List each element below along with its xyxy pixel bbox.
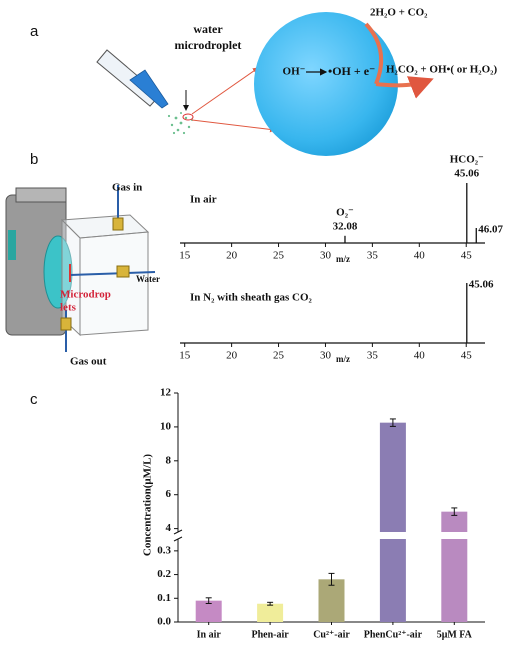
x-tick-label: 25 (273, 250, 285, 262)
curved-arrow (364, 22, 384, 85)
x-tick-label: 20 (226, 250, 238, 262)
x-tick-label: PhenCu²⁺-air (364, 629, 423, 640)
y-axis-label: Concentration(μM/L) (142, 454, 154, 557)
y-tick-label: 0.3 (157, 544, 171, 556)
droplet-sphere (254, 12, 398, 156)
bar-lower-part (379, 539, 406, 622)
bar (195, 600, 222, 622)
y-tick-label: 8 (166, 454, 172, 466)
x-tick-label: 30 (320, 250, 332, 262)
peak-label: 46.07 (478, 224, 503, 236)
zoom-line (191, 67, 259, 115)
x-tick-label: 5μM FA (437, 629, 473, 640)
y-tick-label: 10 (160, 420, 172, 432)
curved-arrow (375, 76, 434, 99)
x-tick-label: In air (197, 629, 222, 640)
droplet-label: microdroplet (175, 38, 242, 52)
spectrum-title: In air (190, 194, 217, 206)
x-tick-label: 45 (461, 350, 473, 362)
x-tick-label: 40 (414, 250, 426, 262)
x-tick-label: 25 (273, 350, 285, 362)
droplet-label: water (193, 22, 223, 36)
x-tick-label: Phen-air (251, 629, 289, 640)
bar (318, 579, 345, 622)
gas-out-label: Gas out (70, 356, 107, 368)
zoom-line (191, 119, 276, 133)
y-tick-label: 4 (166, 522, 172, 534)
x-tick-label: 35 (367, 350, 379, 362)
apparatus (5, 185, 156, 352)
x-tick-label: 35 (367, 250, 379, 262)
peak-label: 45.06 (454, 168, 479, 180)
x-tick-label: 20 (226, 350, 238, 362)
x-axis-label: m/z (336, 254, 350, 264)
right-products: H₂CO₂ + OH•( or H₂O₂) (386, 64, 497, 76)
top-products: 2H₂O + CO₂ (370, 7, 428, 19)
reactant: OH⁻ (283, 66, 306, 78)
microdroplets-label: Microdrop (60, 289, 111, 301)
bar-upper-part (379, 422, 406, 532)
y-tick-label: 12 (160, 387, 172, 399)
microdroplets-label: lets (60, 302, 77, 314)
panel-label: b (30, 151, 38, 168)
peak-label: 45.06 (469, 279, 494, 291)
y-tick-label: 0.0 (157, 616, 171, 628)
panel-label: a (30, 23, 39, 40)
bar-upper-part (441, 511, 468, 532)
product: •OH + e⁻ (328, 64, 375, 78)
x-tick-label: Cu²⁺-air (313, 629, 350, 640)
gas-in-label: Gas in (112, 182, 142, 194)
bar (257, 603, 284, 622)
x-tick-label: 40 (414, 350, 426, 362)
axis-break (173, 529, 183, 535)
x-tick-label: 15 (179, 350, 191, 362)
pipette (96, 49, 169, 109)
ion-label: HCO₂⁻ (450, 154, 484, 166)
spray (167, 112, 193, 135)
droplet-outline (182, 113, 194, 121)
panel-label: c (30, 391, 38, 408)
bar-lower-part (441, 539, 468, 622)
y-tick-label: 0.1 (157, 592, 171, 604)
x-tick-label: 30 (320, 350, 332, 362)
axis-break (173, 536, 183, 542)
spectrum-title: In N₂ with sheath gas CO₂ (190, 292, 313, 304)
water-label: Water (136, 274, 160, 284)
x-axis-label: m/z (336, 354, 350, 364)
y-tick-label: 6 (166, 488, 172, 500)
peak-label: 32.08 (333, 220, 358, 232)
y-tick-label: 0.2 (157, 568, 171, 580)
x-tick-label: 15 (179, 250, 191, 262)
x-tick-label: 45 (461, 250, 473, 262)
ion-label: O₂⁻ (336, 206, 354, 218)
